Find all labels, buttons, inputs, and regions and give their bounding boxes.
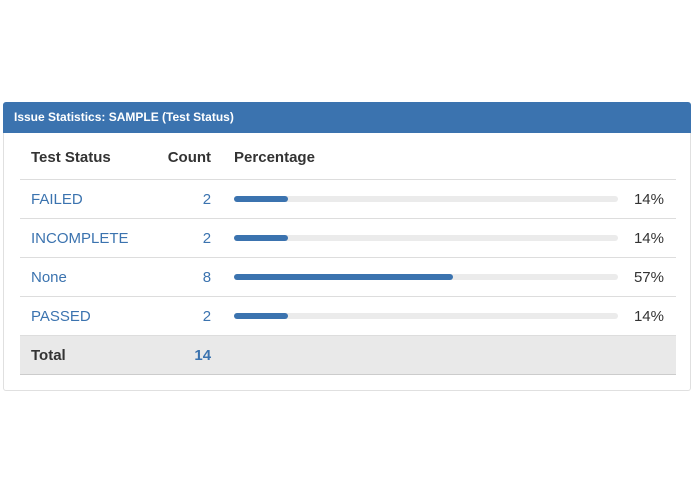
total-row: Total 14 [20,335,676,375]
statistics-table: Test Status Count Percentage FAILED 2 14… [20,135,676,375]
percentage-bar [223,218,619,258]
table-header-row: Test Status Count Percentage [20,135,676,180]
status-link[interactable]: FAILED [20,179,151,219]
count-link[interactable]: 2 [150,296,224,336]
percentage-value: 57% [618,257,676,297]
table-row: FAILED 2 14% [20,179,676,219]
status-link[interactable]: None [20,257,151,297]
header-percentage: Percentage [223,135,676,180]
percentage-value: 14% [618,218,676,258]
count-link[interactable]: 8 [150,257,224,297]
percentage-value: 14% [618,296,676,336]
total-empty-cell [618,335,676,375]
percentage-value: 14% [618,179,676,219]
table-row: INCOMPLETE 2 14% [20,218,676,258]
total-label: Total [20,335,151,375]
percentage-bar [223,296,619,336]
panel-title: Issue Statistics: SAMPLE (Test Status) [3,102,691,133]
percentage-bar [223,257,619,297]
total-count-link[interactable]: 14 [150,335,224,375]
status-link[interactable]: PASSED [20,296,151,336]
percentage-bar [223,179,619,219]
table-row: PASSED 2 14% [20,296,676,336]
table-row: None 8 57% [20,257,676,297]
count-link[interactable]: 2 [150,179,224,219]
status-link[interactable]: INCOMPLETE [20,218,151,258]
count-link[interactable]: 2 [150,218,224,258]
issue-statistics-panel: Issue Statistics: SAMPLE (Test Status) T… [3,102,691,391]
total-empty-cell [223,335,619,375]
header-test-status: Test Status [20,135,151,180]
header-count: Count [150,135,224,180]
